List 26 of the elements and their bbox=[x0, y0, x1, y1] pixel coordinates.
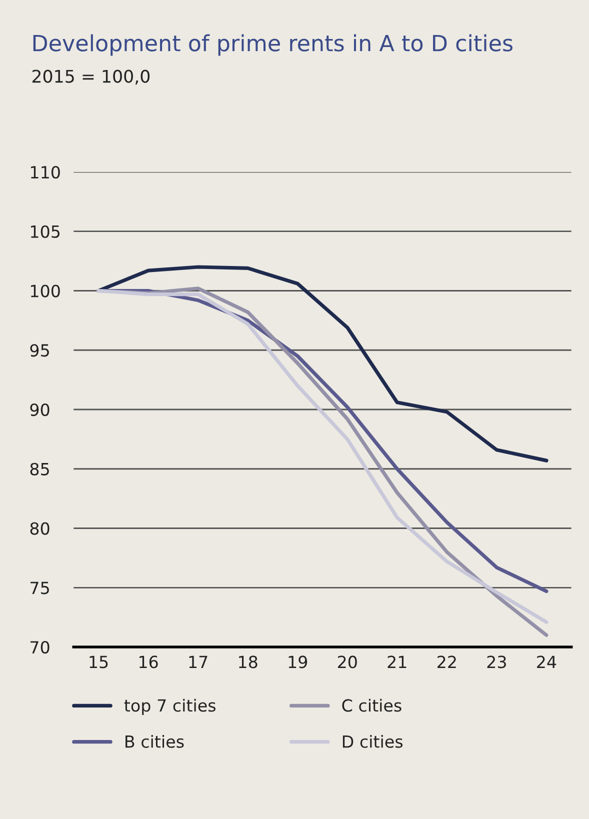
legend-label: C cities bbox=[342, 698, 402, 712]
x-tick-label: 16 bbox=[140, 656, 158, 668]
y-tick-label: 80 bbox=[30, 522, 50, 535]
y-tick-label: 105 bbox=[31, 225, 60, 238]
x-tick-label: 21 bbox=[388, 656, 406, 668]
y-tick-label: 110 bbox=[31, 166, 60, 179]
y-tick-label: 100 bbox=[31, 284, 60, 298]
legend-label: D cities bbox=[342, 734, 403, 748]
x-tick-label: 22 bbox=[438, 656, 456, 668]
y-tick-label: 95 bbox=[30, 344, 49, 357]
y-tick-label: 90 bbox=[30, 403, 50, 416]
y-tick-label: 85 bbox=[30, 462, 49, 476]
chart-title: Development of prime rents in A to D cities bbox=[33, 34, 512, 56]
legend-label: B cities bbox=[126, 734, 184, 748]
x-tick-label: 15 bbox=[90, 656, 108, 668]
x-tick-label: 19 bbox=[288, 656, 308, 668]
x-tick-label: 24 bbox=[537, 656, 556, 668]
y-tick-label: 75 bbox=[30, 582, 49, 594]
x-tick-label: 23 bbox=[487, 656, 506, 668]
x-tick-label: 20 bbox=[338, 656, 357, 668]
chart-subtitle: 2015 = 100,0 bbox=[32, 70, 150, 85]
x-tick-label: 17 bbox=[189, 656, 208, 668]
x-tick-label: 18 bbox=[239, 656, 258, 668]
y-tick-label: 70 bbox=[30, 640, 50, 654]
legend-label: top 7 cities bbox=[124, 698, 216, 715]
line-series bbox=[96, 265, 548, 462]
